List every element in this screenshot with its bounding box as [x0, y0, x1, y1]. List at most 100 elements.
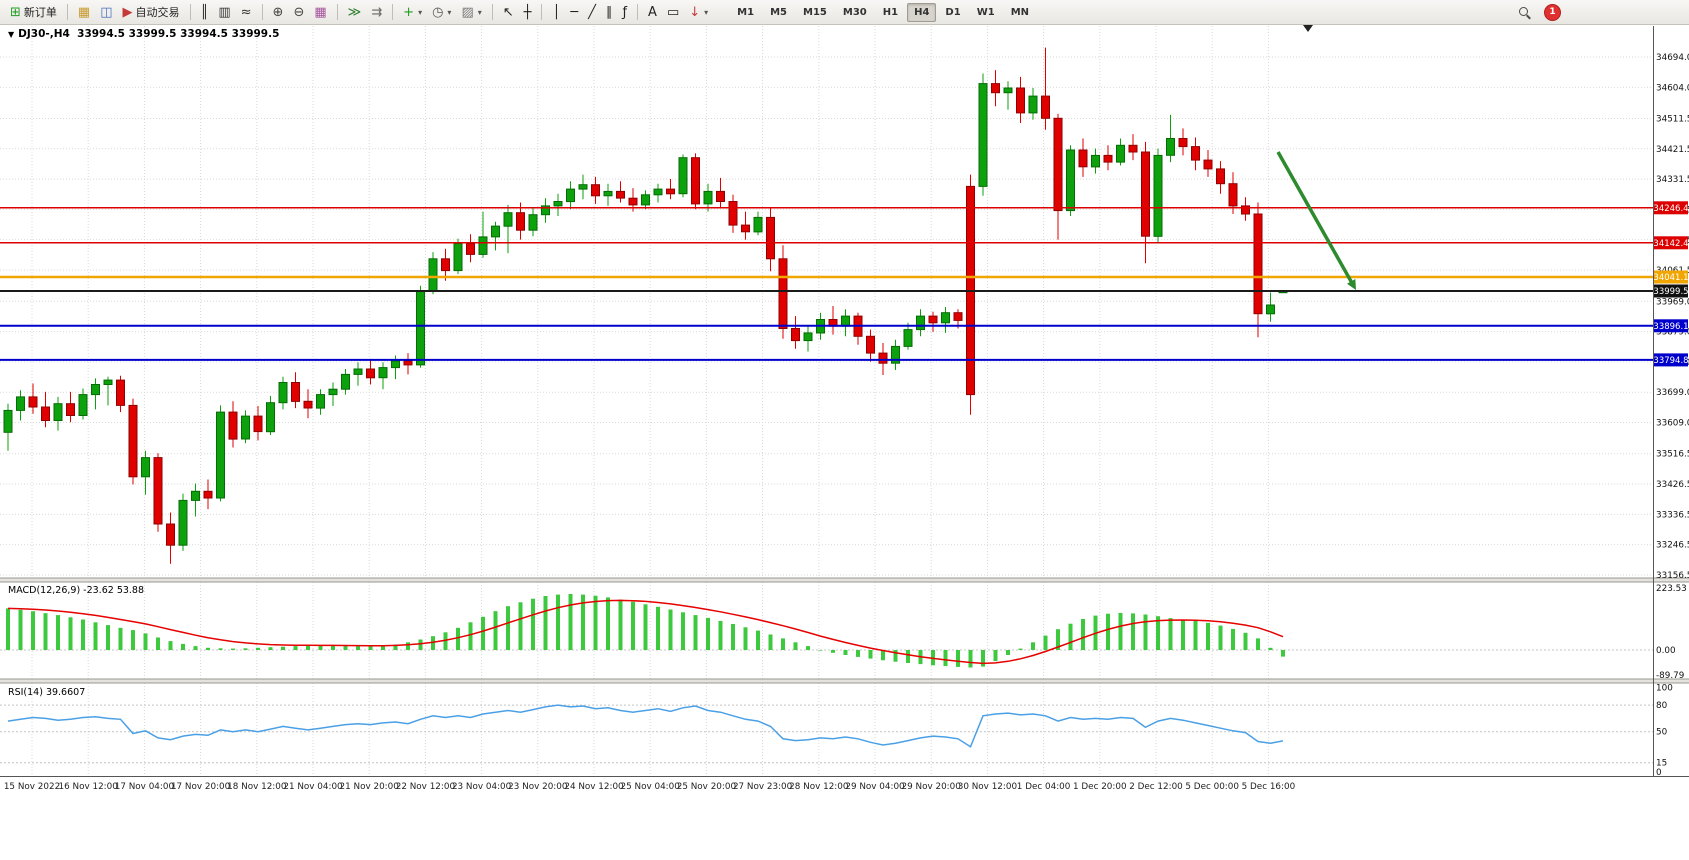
resistance-2-badge: 34142.4 [1653, 236, 1689, 250]
toolbar-group: ║ ▥ ≈ [196, 1, 257, 23]
svg-text:29 Nov 04:00: 29 Nov 04:00 [845, 782, 905, 792]
svg-text:5 Dec 16:00: 5 Dec 16:00 [1242, 782, 1296, 792]
charts-button[interactable]: ▦ [73, 1, 95, 23]
crosshair-icon: ┼ [523, 4, 532, 20]
hline-button[interactable]: ─ [565, 1, 583, 23]
line-chart-type-button[interactable]: ≈ [236, 1, 257, 23]
svg-text:21 Nov 20:00: 21 Nov 20:00 [340, 782, 400, 792]
toolbar-separator [189, 4, 191, 20]
toolbar-right: 1 [1513, 0, 1561, 24]
svg-text:2 Dec 12:00: 2 Dec 12:00 [1129, 782, 1183, 792]
toolbar-group: + ▾ ◷ ▾ ▨ ▾ [398, 1, 487, 23]
tile-windows-button[interactable]: ▦ [309, 1, 331, 23]
fibonacci-button[interactable]: ƒ [617, 1, 632, 23]
auto-trading-button[interactable]: ▶ 自动交易 [118, 1, 185, 23]
svg-text:33896.1: 33896.1 [1653, 322, 1688, 332]
timeframe-mn-button[interactable]: MN [1010, 6, 1030, 18]
bar-chart-icon: ║ [200, 4, 209, 20]
text-label-icon: ▭ [666, 4, 680, 20]
horizontal-line-icon: ─ [570, 4, 579, 20]
grid [0, 26, 1653, 776]
toolbar-group: │ ─ ╱ ∥ ƒ [547, 1, 632, 23]
svg-text:18 Nov 12:00: 18 Nov 12:00 [227, 782, 287, 792]
bar-chart-type-button[interactable]: ║ [196, 1, 214, 23]
svg-text:33426.5: 33426.5 [1656, 480, 1689, 490]
toolbar-group: ≫ ⇉ [343, 1, 388, 23]
timeframe-h4-button[interactable]: H4 [907, 2, 937, 22]
panel-separators[interactable] [0, 577, 1689, 684]
timeframe-w1-button[interactable]: W1 [976, 6, 995, 18]
svg-text:50: 50 [1656, 728, 1668, 738]
chart-shift-icon: ⇉ [371, 4, 383, 20]
trend-arrow[interactable] [1276, 151, 1356, 290]
profiles-icon: ◫ [100, 4, 113, 20]
chevron-down-icon: ▾ [477, 7, 482, 17]
svg-text:24 Nov 12:00: 24 Nov 12:00 [564, 782, 624, 792]
svg-text:34604.0: 34604.0 [1656, 83, 1689, 93]
timeframe-d1-button[interactable]: D1 [945, 6, 961, 18]
zoom-out-icon: ⊖ [293, 4, 305, 20]
svg-text:1 Dec 04:00: 1 Dec 04:00 [1017, 782, 1071, 792]
search-button[interactable] [1513, 1, 1536, 23]
vline-button[interactable]: │ [547, 1, 565, 23]
timeframe-m5-button[interactable]: M5 [770, 6, 788, 18]
svg-text:0.00: 0.00 [1656, 646, 1676, 656]
svg-text:25 Nov 20:00: 25 Nov 20:00 [677, 782, 737, 792]
text-label-button[interactable]: ▭ [662, 1, 684, 23]
timeframe-m15-button[interactable]: M15 [803, 6, 827, 18]
indicators-button[interactable]: + ▾ [398, 1, 427, 23]
timeframe-m30-button[interactable]: M30 [842, 6, 867, 18]
toolbar-group: ⊞ 新订单 [5, 1, 62, 23]
indicators-plus-icon: + [403, 4, 415, 20]
arrows-button[interactable]: ↓ ▾ [684, 1, 713, 23]
toolbar-group: ↖ ┼ [498, 1, 537, 23]
toolbar-group: ▦ ◫ ▶ 自动交易 [73, 1, 185, 23]
bull-candles [3, 83, 1288, 546]
rsi-line [7, 704, 1284, 748]
svg-text:23 Nov 04:00: 23 Nov 04:00 [452, 782, 512, 792]
trendline-icon: ╱ [588, 4, 596, 20]
profiles-button[interactable]: ◫ [95, 1, 117, 23]
crosshair-button[interactable]: ┼ [519, 1, 537, 23]
timeframe-m1-button[interactable]: M1 [737, 6, 755, 18]
svg-text:16 Nov 12:00: 16 Nov 12:00 [59, 782, 119, 792]
channel-icon: ∥ [605, 4, 613, 20]
svg-text:33156.5: 33156.5 [1656, 571, 1689, 581]
chart-shift-button[interactable]: ⇉ [366, 1, 387, 23]
trendline-button[interactable]: ╱ [583, 1, 601, 23]
periods-button[interactable]: ◷ ▾ [427, 1, 456, 23]
svg-text:34694.0: 34694.0 [1656, 53, 1689, 63]
indicator-levels [0, 649, 1653, 764]
svg-text:80: 80 [1656, 701, 1668, 711]
resistance-1-badge: 34246.4 [1653, 201, 1689, 215]
zoom-out-button[interactable]: ⊖ [288, 1, 309, 23]
svg-text:1 Dec 20:00: 1 Dec 20:00 [1073, 782, 1127, 792]
chevron-down-icon: ▾ [418, 7, 423, 17]
text-button[interactable]: A [643, 1, 662, 23]
cursor-button[interactable]: ↖ [498, 1, 519, 23]
svg-text:34511.5: 34511.5 [1656, 115, 1689, 125]
auto-scroll-button[interactable]: ≫ [343, 1, 367, 23]
svg-text:34041.1: 34041.1 [1653, 273, 1688, 283]
channel-button[interactable]: ∥ [601, 1, 618, 23]
horizontal-levels[interactable] [0, 207, 1653, 361]
timeframe-h1-button[interactable]: H1 [882, 6, 899, 18]
templates-button[interactable]: ▨ ▾ [456, 1, 486, 23]
new-order-button[interactable]: ⊞ 新订单 [5, 1, 62, 23]
clock-icon: ◷ [432, 4, 444, 20]
auto-scroll-icon: ≫ [347, 4, 362, 20]
toolbar-separator [491, 4, 493, 20]
notification-badge[interactable]: 1 [1544, 3, 1561, 21]
line-chart-icon: ≈ [240, 4, 252, 20]
candle-chart-type-button[interactable]: ▥ [213, 1, 235, 23]
new-order-icon: ⊞ [10, 4, 21, 20]
svg-text:33699.0: 33699.0 [1656, 388, 1689, 398]
vertical-line-icon: │ [552, 4, 561, 20]
support-2-badge: 33794.8 [1653, 353, 1689, 367]
chart-shift-marker[interactable] [1303, 25, 1313, 32]
zoom-in-icon: ⊕ [272, 4, 284, 20]
zoom-in-button[interactable]: ⊕ [268, 1, 289, 23]
fibonacci-icon: ƒ [622, 4, 628, 20]
